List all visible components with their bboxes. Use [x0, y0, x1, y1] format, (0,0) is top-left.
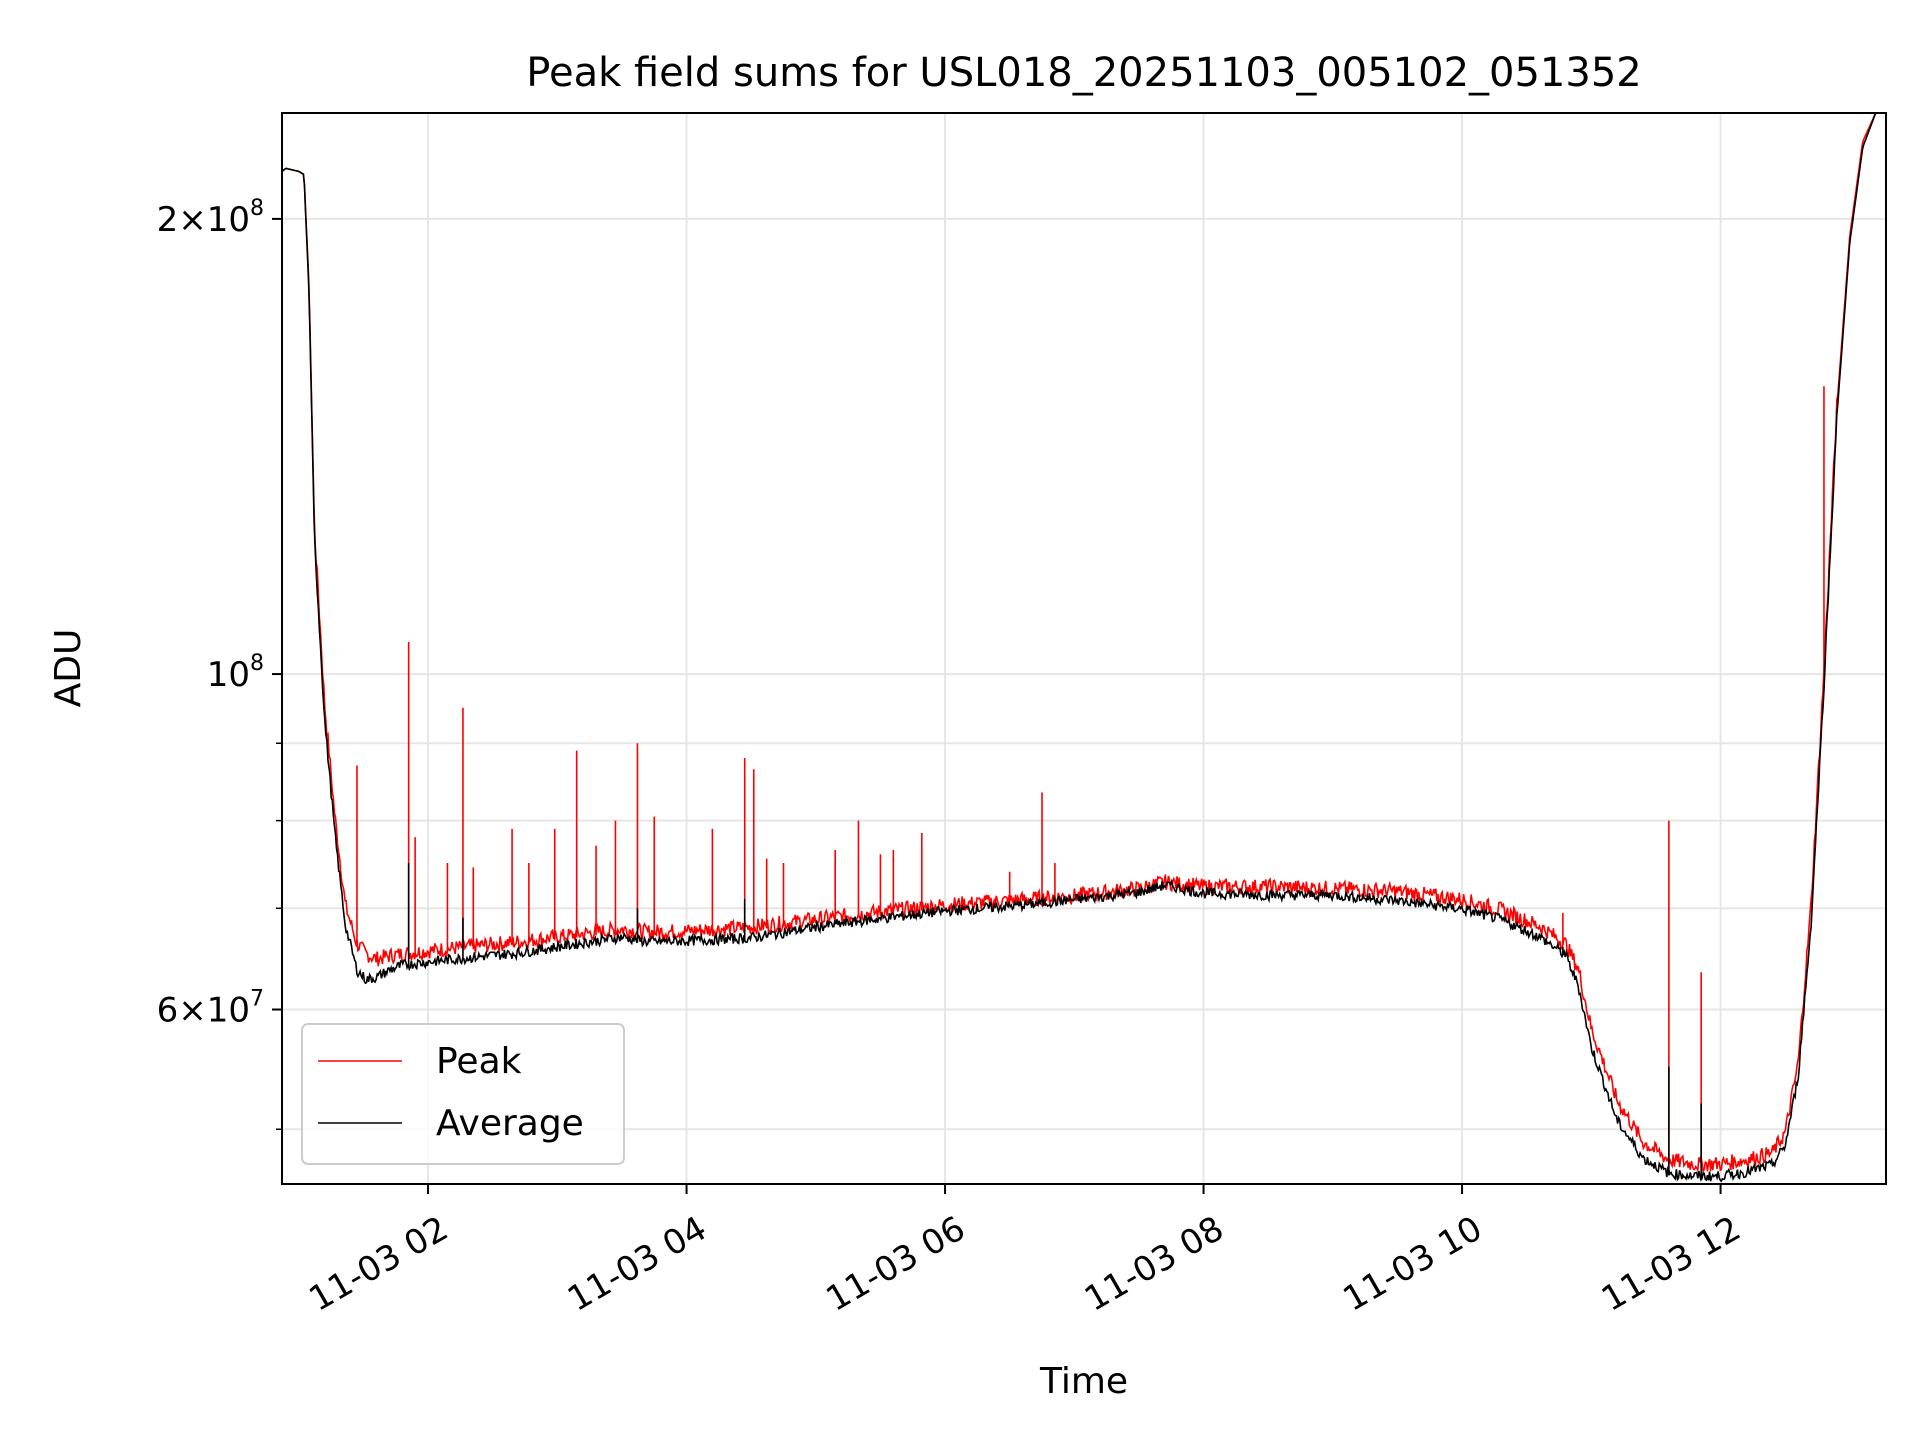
grid [282, 113, 1886, 1184]
series-layer [282, 113, 1886, 1183]
y-tick-label: 108 [207, 651, 264, 695]
y-axis-label: ADU [48, 629, 89, 708]
legend: Peak Average [301, 1023, 625, 1165]
series-line-peak [282, 113, 1886, 1174]
chart-title: Peak field sums for USL018_20251103_0051… [526, 50, 1641, 96]
legend-box [301, 1023, 625, 1165]
series-group [282, 113, 1886, 1183]
x-axis-label: Time [1039, 1361, 1128, 1402]
y-axis: 2×108 108 6×107 [157, 196, 282, 1130]
y-tick-label: 2×108 [157, 196, 264, 240]
series-line-average [282, 113, 1886, 1183]
legend-label-average: Average [436, 1103, 584, 1144]
legend-label-peak: Peak [436, 1041, 522, 1082]
plot-area-frame [281, 112, 1887, 1185]
y-tick-label: 6×107 [157, 987, 264, 1031]
